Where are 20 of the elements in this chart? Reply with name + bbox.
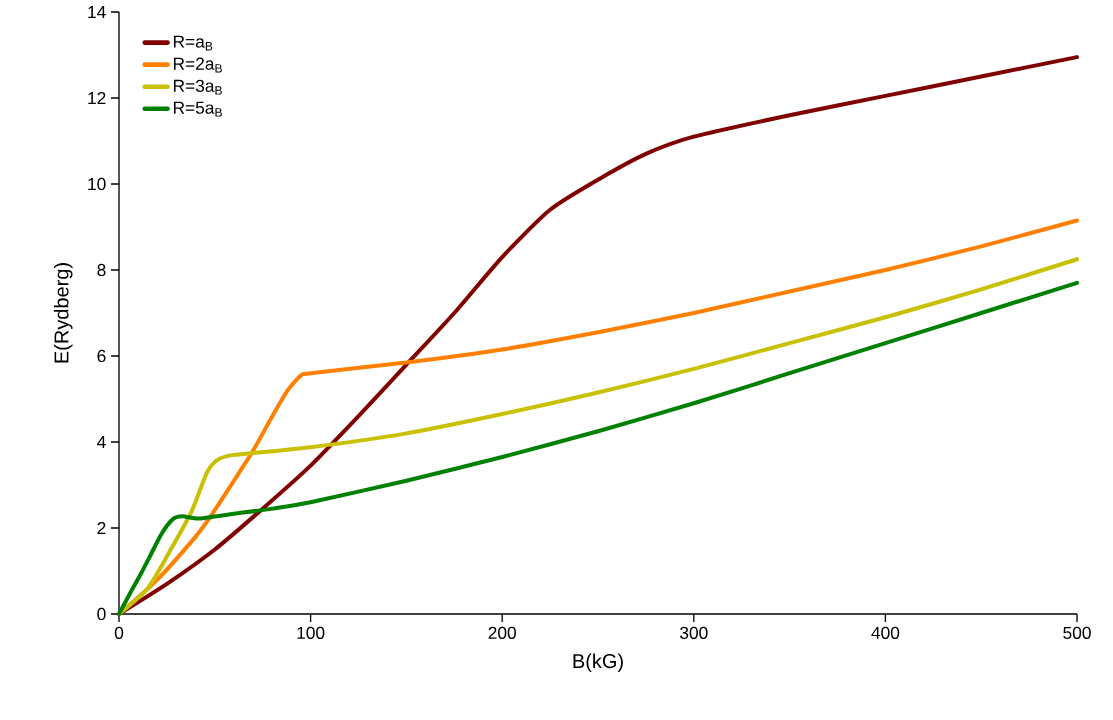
x-tick-label: 200: [488, 626, 516, 639]
legend-label: R=3a$_{B}$: [173, 79, 222, 95]
x-axis-title: B(kG): [573, 653, 623, 673]
x-tick-label: 400: [871, 626, 900, 639]
legend-label: R=5a$_{B}$: [173, 101, 222, 117]
y-axis-title: E(Rydberg): [53, 263, 73, 363]
y-tick-label: 12: [88, 91, 106, 105]
legend-label: R=a$_{B}$: [173, 35, 213, 51]
x-tick-label: 100: [297, 626, 325, 639]
y-tick-label: 14: [88, 6, 106, 18]
y-tick-label: 2: [97, 521, 106, 535]
x-tick-label: 0: [114, 626, 124, 639]
y-tick-label: 4: [97, 436, 106, 448]
x-tick-label: 500: [1063, 626, 1091, 639]
y-tick-label: 8: [97, 263, 106, 277]
y-tick-label: 10: [88, 177, 106, 191]
y-tick-label: 6: [97, 349, 106, 363]
y-tick-label: 0: [97, 607, 106, 621]
legend-label: R=2a$_{B}$: [173, 57, 222, 73]
x-tick-label: 300: [680, 626, 708, 639]
